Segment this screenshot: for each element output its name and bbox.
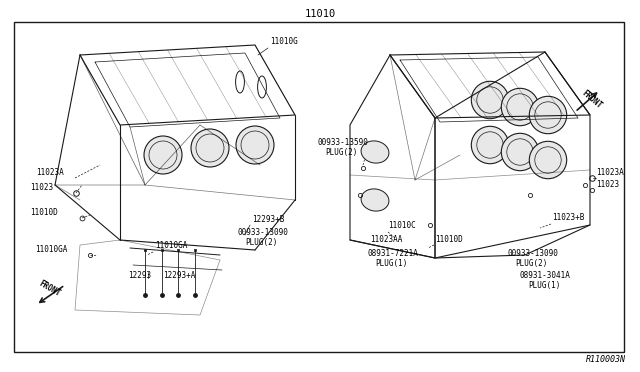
Text: 11023A: 11023A: [596, 168, 624, 177]
Ellipse shape: [361, 189, 389, 211]
Text: FRONT: FRONT: [38, 279, 62, 298]
Text: 11010GA: 11010GA: [35, 245, 67, 254]
Circle shape: [471, 81, 509, 119]
Circle shape: [529, 141, 566, 179]
Text: 11023A: 11023A: [36, 168, 64, 177]
Text: FRONT: FRONT: [580, 88, 604, 110]
Text: 12293+A: 12293+A: [163, 271, 195, 280]
Text: PLUG(1): PLUG(1): [528, 281, 561, 290]
Circle shape: [501, 88, 539, 126]
Text: 00933-13090: 00933-13090: [238, 228, 289, 237]
Text: 11010D: 11010D: [435, 235, 463, 244]
Text: PLUG(2): PLUG(2): [245, 238, 277, 247]
Text: 11010GA: 11010GA: [155, 241, 188, 250]
Circle shape: [191, 129, 229, 167]
Text: 11023: 11023: [30, 183, 53, 192]
Circle shape: [144, 136, 182, 174]
Text: 11010G: 11010G: [270, 37, 298, 46]
Text: PLUG(2): PLUG(2): [325, 148, 357, 157]
Text: 00933-13590: 00933-13590: [318, 138, 369, 147]
Text: 08931-7221A: 08931-7221A: [368, 249, 419, 258]
Text: 11023+B: 11023+B: [552, 213, 584, 222]
Text: 11010D: 11010D: [30, 208, 58, 217]
Text: PLUG(1): PLUG(1): [375, 259, 408, 268]
Circle shape: [471, 126, 509, 164]
Text: 00933-13090: 00933-13090: [508, 249, 559, 258]
Ellipse shape: [361, 141, 389, 163]
Text: 08931-3041A: 08931-3041A: [520, 271, 571, 280]
Text: 12293: 12293: [128, 271, 151, 280]
Bar: [14, 22, 624, 352]
Text: 11023: 11023: [596, 180, 619, 189]
Text: PLUG(2): PLUG(2): [515, 259, 547, 268]
Text: 12293+B: 12293+B: [252, 215, 284, 224]
Text: 11010: 11010: [305, 9, 335, 19]
Text: 11010C: 11010C: [388, 221, 416, 230]
Circle shape: [529, 96, 566, 134]
Text: 11023AA: 11023AA: [370, 235, 403, 244]
Circle shape: [501, 133, 539, 171]
Circle shape: [236, 126, 274, 164]
Text: R110003N: R110003N: [586, 356, 626, 365]
